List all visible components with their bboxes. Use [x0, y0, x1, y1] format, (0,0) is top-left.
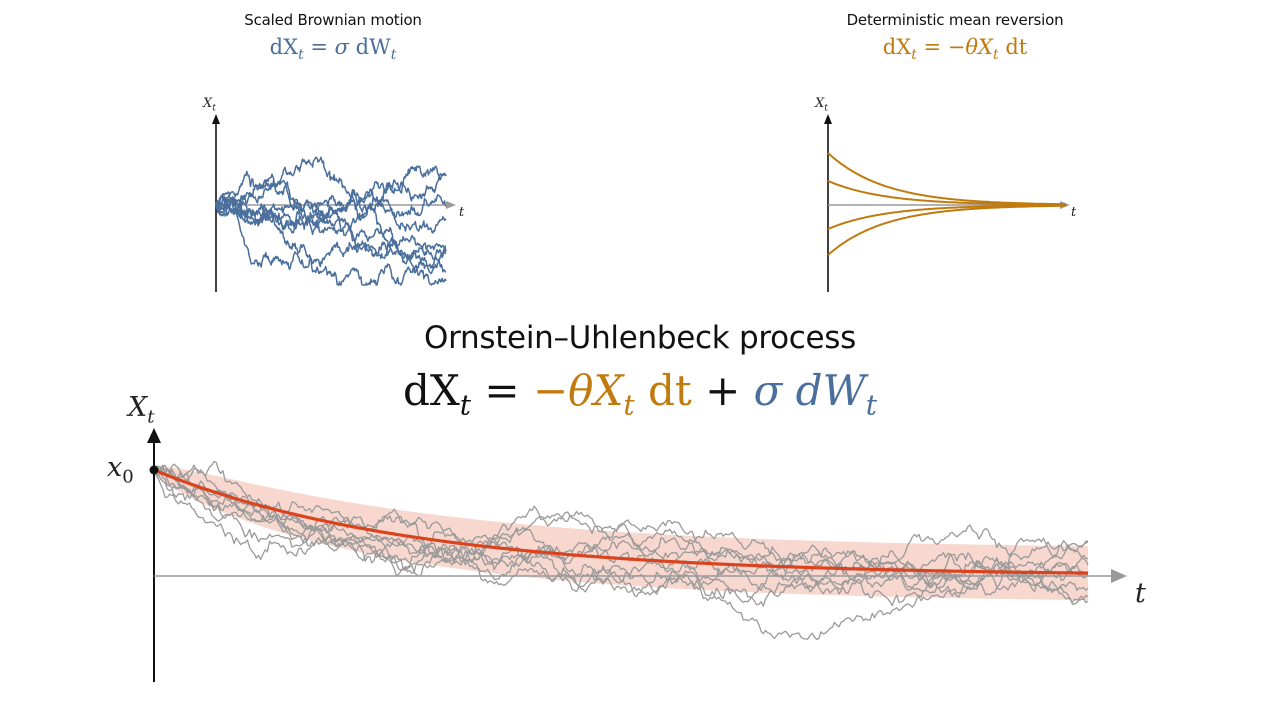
- ou-sample-path: [153, 469, 1089, 595]
- reversion-curve: [827, 180, 1066, 206]
- reversion-curve: [827, 204, 1067, 256]
- ou-sample-path: [153, 460, 1089, 593]
- brownian-path: [215, 194, 447, 226]
- brownian-caption: Scaled Brownian motion: [244, 11, 422, 29]
- brownian-equation: dXt = σ dWt: [269, 35, 397, 64]
- drift-term: −θX: [532, 366, 624, 415]
- ou-sample-path: [153, 467, 1089, 578]
- reversion-curve: [827, 152, 1066, 206]
- ou-sample-path: [153, 464, 1089, 607]
- brownian-path: [215, 170, 447, 270]
- reversion-curves: [827, 152, 1067, 256]
- ou-sample-path: [153, 464, 1089, 641]
- brownian-path: [215, 173, 447, 261]
- mean-curve: [153, 468, 1088, 575]
- brownian-y-label: Xt: [203, 96, 216, 114]
- mean-reversion-equation: dXt = −θXt dt: [882, 35, 1028, 64]
- main-x-label: t: [1135, 578, 1146, 609]
- ou-sample-path: [153, 465, 1089, 576]
- brownian-path: [215, 156, 447, 234]
- mean-reversion-caption: Deterministic mean reversion: [846, 11, 1064, 29]
- brownian-paths: [215, 156, 447, 286]
- reversion-x-label: t: [1071, 205, 1077, 220]
- brownian-path: [215, 173, 447, 236]
- brownian-x-label: t: [459, 205, 465, 220]
- ou-sample-paths: [153, 460, 1089, 641]
- main-axes: [147, 428, 1127, 682]
- initial-value-dot: [149, 465, 159, 475]
- ou-sample-path: [154, 464, 1089, 604]
- noise-term: σ dW: [753, 366, 866, 415]
- page-title: Ornstein–Uhlenbeck process: [424, 320, 856, 356]
- main-y-label: Xt: [128, 392, 155, 428]
- brownian-path: [215, 198, 447, 286]
- reversion-curve: [827, 204, 1066, 230]
- reversion-y-label: Xt: [815, 96, 828, 114]
- ou-equation: dXt = −θXt dt + σ dWt: [403, 366, 877, 422]
- ou-sample-path: [153, 469, 1089, 607]
- initial-value-label: x0: [107, 452, 134, 488]
